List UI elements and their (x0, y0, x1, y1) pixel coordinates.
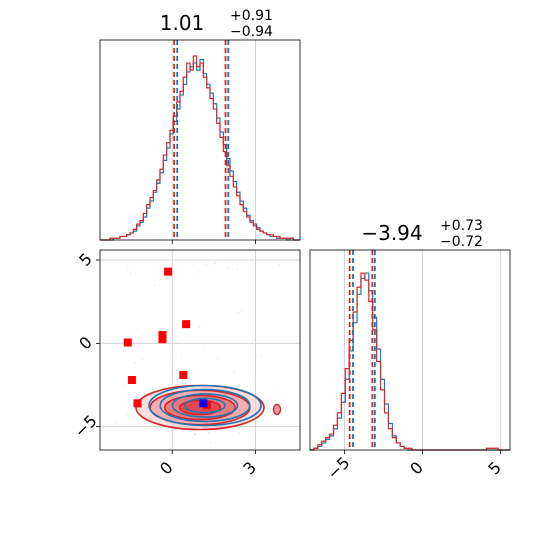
hist1-blue-series (100, 58, 300, 241)
sample-point (277, 391, 280, 393)
y-tick-label: 5 (75, 249, 96, 270)
sample-point (205, 264, 208, 266)
sample-point (233, 371, 236, 374)
sample-point (214, 262, 217, 265)
histogram-param-2: −5 0 5 −3.94 +0.73−0.72 (309, 218, 511, 483)
sample-point (203, 341, 206, 344)
sample-point (122, 384, 124, 387)
red-square-marker (123, 338, 132, 347)
sample-point (129, 272, 132, 275)
x-tick-label: 0 (406, 458, 427, 479)
sample-point (236, 268, 239, 271)
sample-point (209, 442, 212, 444)
sample-point (115, 421, 118, 424)
contour-line-blue (171, 393, 239, 418)
hist2-title-minus: −0.72 (440, 234, 483, 250)
contour-line-blue (184, 397, 226, 414)
sample-point (198, 326, 201, 328)
x-tick-label: 3 (239, 458, 260, 479)
x-tick-label: 5 (484, 458, 505, 479)
y-tick-label: 0 (75, 333, 96, 354)
joint-frame (99, 249, 301, 451)
sample-point (217, 342, 220, 344)
red-square-marker (133, 399, 142, 408)
red-square-marker (179, 371, 188, 379)
sample-point (241, 309, 243, 311)
sample-point (176, 336, 179, 338)
contour-line-blue (148, 384, 262, 427)
sample-point (208, 432, 210, 435)
hist2-frame (309, 249, 511, 451)
hist2-red-series (310, 272, 510, 451)
contour-line-blue (159, 388, 251, 423)
histogram-param-1: 1.01 +0.91−0.94 (99, 8, 301, 244)
red-square-marker (127, 376, 136, 384)
x-tick-label: −5 (323, 453, 353, 483)
hist1-frame (99, 39, 301, 241)
joint-scatter-contour-panel: 0 3 −5 0 5 (71, 249, 301, 479)
red-square-marker (164, 267, 173, 276)
sample-point (238, 432, 240, 434)
contour-line-red (272, 403, 282, 416)
sample-point (237, 311, 240, 314)
sample-point (126, 268, 129, 271)
red-square-marker (182, 320, 191, 329)
sample-point (281, 399, 284, 401)
sample-point (142, 358, 144, 361)
red-square-marker (158, 335, 167, 344)
sample-point (227, 267, 229, 270)
hist2-title-plus: +0.73 (440, 218, 483, 234)
hist2-title: −3.94 (361, 221, 422, 245)
y-tick-label: −5 (71, 411, 101, 441)
sample-point (134, 361, 136, 364)
sample-point (125, 413, 128, 416)
sample-point (153, 284, 156, 287)
sample-point (198, 271, 201, 273)
sample-point (180, 352, 183, 355)
sample-point (202, 346, 204, 348)
sample-point (135, 327, 138, 330)
red-square-marker (158, 331, 167, 339)
sample-point (174, 357, 177, 359)
hist1-red-series (100, 55, 300, 241)
hist1-title: 1.01 (160, 11, 205, 35)
sample-point (194, 433, 196, 436)
sample-point (278, 263, 280, 266)
sample-point (216, 357, 219, 359)
x-tick-label: 0 (156, 458, 177, 479)
hist1-title-plus: +0.91 (230, 8, 273, 24)
sample-point (260, 355, 263, 358)
blue-square-marker (199, 399, 208, 408)
hist2-blue-series (310, 272, 510, 451)
sample-point (156, 426, 158, 429)
sample-point (113, 429, 116, 431)
sample-point (254, 380, 256, 382)
contour-line-red (164, 394, 237, 421)
hist1-title-minus: −0.94 (230, 24, 273, 40)
